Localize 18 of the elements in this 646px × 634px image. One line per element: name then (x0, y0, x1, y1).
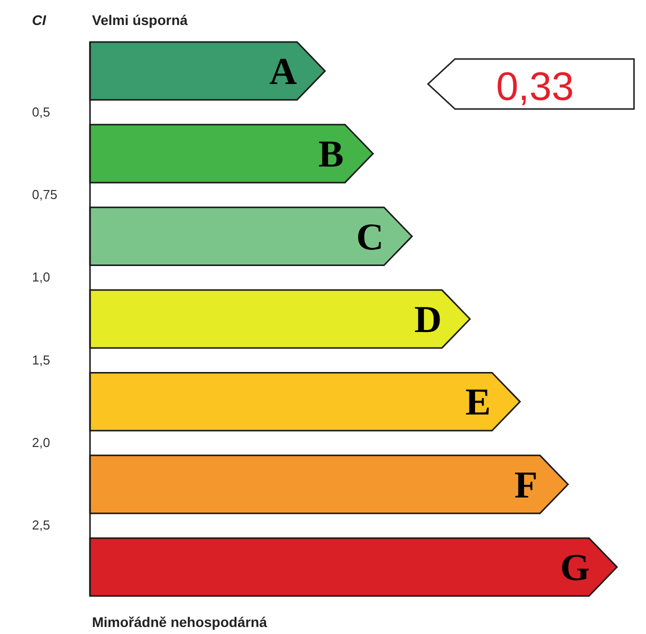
text: 1,0 (32, 270, 50, 285)
y-tick-label: E (465, 382, 491, 424)
y-axis-title: CI (32, 12, 48, 28)
text: 2,5 (32, 518, 50, 533)
y-tick-label: A (269, 50, 298, 93)
text: 1,5 (32, 352, 50, 368)
y-tick-label: G (560, 547, 590, 590)
annotation: 0,33 (496, 65, 574, 109)
pointer-arrow-label: 0,33 (426, 58, 635, 110)
y-tick-label: F (514, 464, 538, 506)
text: 0,5 (32, 104, 50, 120)
y-tick-label: B (318, 134, 344, 176)
text: 0,75 (32, 186, 58, 202)
text: Velmi úsporná (92, 12, 188, 28)
text: Mimořádně nehospodárná (92, 614, 268, 630)
text: 2,0 (32, 435, 50, 450)
y-tick-label: C (356, 216, 384, 258)
y-tick-label: D (414, 299, 442, 341)
